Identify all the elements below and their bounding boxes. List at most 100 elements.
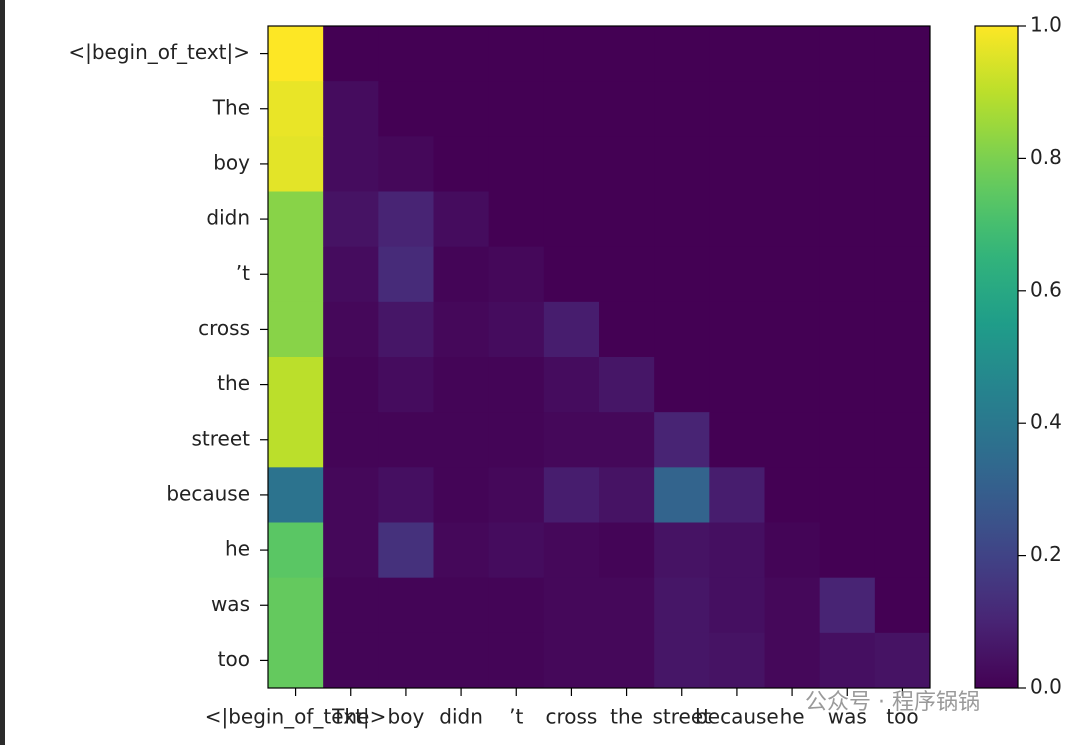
heatmap-cell — [819, 246, 876, 303]
heatmap-cell — [323, 301, 379, 358]
heatmap-cell — [378, 412, 434, 468]
heatmap-cell — [433, 357, 490, 413]
heatmap-cell — [323, 26, 379, 82]
y-tick-label: was — [211, 592, 250, 616]
colorbar-tick-label: 1.0 — [1030, 13, 1062, 37]
heatmap-cell — [764, 577, 821, 634]
heatmap-cell — [268, 632, 324, 689]
heatmap-cell — [874, 301, 931, 358]
heatmap-cell — [764, 26, 821, 82]
heatmap-cell — [268, 522, 324, 579]
heatmap-cell — [599, 577, 655, 634]
heatmap-cell — [378, 467, 434, 523]
heatmap-cell — [709, 412, 765, 468]
heatmap-cell — [433, 26, 490, 82]
heatmap-cell — [323, 357, 379, 413]
heatmap-cell — [378, 246, 434, 303]
heatmap-cell — [874, 81, 931, 137]
heatmap-cell — [709, 301, 765, 358]
heatmap-cell — [709, 191, 765, 248]
plot-frame — [267, 25, 931, 689]
x-tick-label: The — [331, 705, 369, 729]
x-tick-label: too — [886, 705, 918, 729]
heatmap-cell — [874, 632, 931, 689]
x-tick-label: <|begin_of_text|> — [205, 705, 387, 729]
heatmap-cell — [599, 467, 655, 523]
heatmap-cell — [764, 357, 821, 413]
heatmap-cell — [819, 136, 876, 192]
heatmap-cell — [323, 136, 379, 192]
x-tick-label: didn — [439, 705, 483, 729]
heatmap-cell — [764, 467, 821, 523]
heatmap-cell — [543, 412, 600, 468]
heatmap-cell — [488, 191, 545, 248]
x-tick-label: ’t — [509, 705, 523, 729]
heatmap-cell — [323, 522, 379, 579]
heatmap-cell — [764, 81, 821, 137]
heatmap-cell — [433, 632, 490, 689]
heatmap-cell — [819, 357, 876, 413]
heatmap-cell — [654, 301, 710, 358]
heatmap-cell — [654, 136, 710, 192]
heatmap-cell — [488, 522, 545, 579]
heatmap-cell — [433, 246, 490, 303]
y-tick-label: ’t — [236, 261, 250, 285]
heatmap-cell — [819, 301, 876, 358]
heatmap-cell — [709, 632, 765, 689]
y-tick-label: because — [166, 481, 250, 505]
heatmap-cell — [433, 577, 490, 634]
x-tick-label: he — [780, 705, 805, 729]
heatmap-cell — [874, 577, 931, 634]
heatmap-cell — [599, 522, 655, 579]
heatmap-cell — [433, 136, 490, 192]
heatmap-cell — [268, 136, 324, 192]
heatmap-cell — [543, 81, 600, 137]
y-tick-label: boy — [213, 150, 250, 174]
heatmap-cell — [543, 357, 600, 413]
heatmap-cell — [819, 191, 876, 248]
heatmap-cell — [268, 412, 324, 468]
y-tick-label: <|begin_of_text|> — [68, 40, 250, 64]
x-tick-label: street — [653, 705, 712, 729]
heatmap-cell — [488, 577, 545, 634]
heatmap-cell — [819, 467, 876, 523]
heatmap-cell — [543, 522, 600, 579]
heatmap-cell — [599, 191, 655, 248]
y-tick-label: too — [218, 647, 250, 671]
heatmap-cell — [323, 577, 379, 634]
colorbar-tick-label: 0.6 — [1030, 277, 1062, 301]
heatmap-cell — [599, 301, 655, 358]
heatmap-cell — [874, 522, 931, 579]
y-tick-label: cross — [198, 316, 250, 340]
x-tick-label: boy — [388, 705, 425, 729]
heatmap-cell — [268, 577, 324, 634]
heatmap-cell — [819, 632, 876, 689]
heatmap-cell — [819, 577, 876, 634]
heatmap-cell — [599, 246, 655, 303]
heatmap-cell — [488, 412, 545, 468]
heatmap-cell — [874, 136, 931, 192]
heatmap-cell — [599, 81, 655, 137]
heatmap-cell — [488, 246, 545, 303]
heatmap-cell — [874, 357, 931, 413]
heatmap-cell — [323, 632, 379, 689]
heatmap-cell — [819, 412, 876, 468]
heatmap-cell — [709, 136, 765, 192]
heatmap-cell — [433, 81, 490, 137]
heatmap-cell — [323, 467, 379, 523]
heatmap-cell — [764, 136, 821, 192]
heatmap-cell — [378, 522, 434, 579]
heatmap-cell — [433, 522, 490, 579]
heatmap-cell — [654, 632, 710, 689]
colorbar-tick-label: 0.2 — [1030, 542, 1062, 566]
heatmap-cell — [268, 81, 324, 137]
heatmap-cell — [654, 357, 710, 413]
heatmap-cell — [543, 191, 600, 248]
heatmap-cell — [488, 81, 545, 137]
heatmap-cell — [764, 191, 821, 248]
heatmap-cell — [819, 522, 876, 579]
heatmap-cell — [654, 246, 710, 303]
heatmap-cell — [378, 577, 434, 634]
y-tick-label: street — [192, 426, 251, 450]
